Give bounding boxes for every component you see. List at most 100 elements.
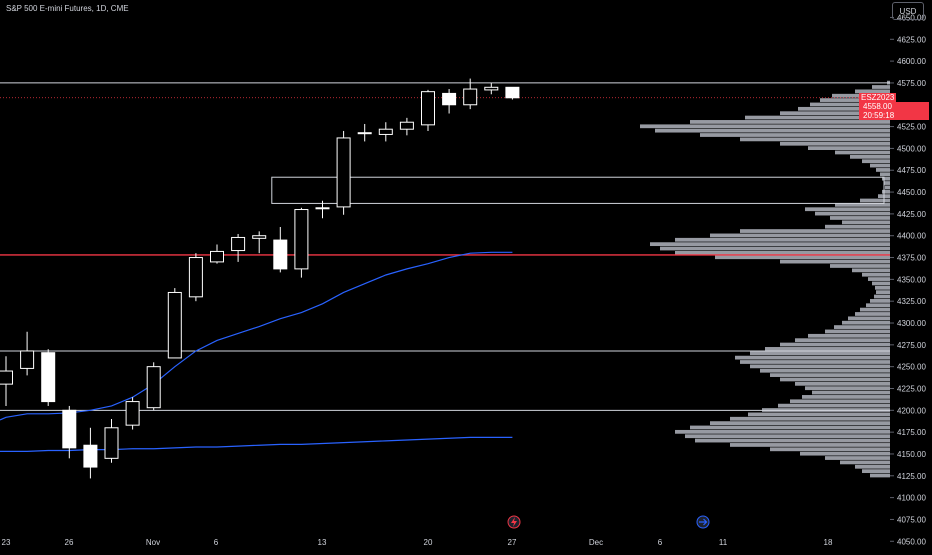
candle[interactable]	[0, 356, 13, 406]
price-tick-label: 4325.00	[897, 297, 926, 306]
candle[interactable]	[315, 200, 330, 219]
volume-profile-bar	[876, 168, 890, 172]
price-tick-label: 4375.00	[897, 254, 926, 263]
volume-profile-bar	[808, 333, 890, 338]
time-axis-label: 23	[2, 538, 11, 547]
volume-profile-bar	[805, 386, 890, 391]
volume-profile-bar	[770, 373, 890, 377]
volume-profile-bar	[870, 299, 890, 303]
price-tick-label: 4175.00	[897, 428, 926, 437]
volume-profile-bar	[790, 399, 890, 404]
volume-profile-bar	[780, 342, 890, 347]
volume-profile-bar	[802, 395, 890, 399]
volume-profile-bar	[780, 259, 890, 264]
volume-profile-bar	[830, 216, 890, 220]
price-tick-label: 4400.00	[897, 232, 926, 241]
price-axis[interactable]: 4650.004625.004600.004575.004550.004525.…	[890, 0, 932, 550]
price-tick-label: 4225.00	[897, 384, 926, 393]
volume-profile-bar	[690, 120, 890, 124]
candle[interactable]	[273, 226, 288, 273]
volume-profile-bar	[868, 277, 890, 281]
volume-profile-bar	[700, 133, 890, 137]
price-tick-label: 4600.00	[897, 57, 926, 66]
volume-profile-bar	[882, 189, 890, 194]
price-tick-label: 4275.00	[897, 341, 926, 350]
price-tick-label: 4475.00	[897, 166, 926, 175]
arrow-glyph	[699, 518, 708, 526]
volume-profile-bar	[750, 351, 890, 356]
volume-profile-bar	[780, 141, 890, 146]
candle-body	[210, 250, 224, 263]
volume-profile-bar	[835, 150, 890, 155]
candle[interactable]	[294, 207, 309, 278]
candle[interactable]	[210, 244, 224, 264]
symbol-title[interactable]: S&P 500 E-mini Futures, 1D, CME	[6, 4, 129, 13]
candle[interactable]	[167, 288, 182, 359]
volume-profile-bar	[872, 85, 890, 89]
arrow-event-icon[interactable]	[696, 515, 710, 529]
time-axis-label: Dec	[589, 538, 603, 547]
candle[interactable]	[421, 89, 435, 131]
candle[interactable]	[62, 405, 77, 459]
candle[interactable]	[505, 86, 520, 100]
currency-button[interactable]: USD	[892, 2, 924, 20]
candle-body	[421, 91, 435, 126]
candle-body	[252, 235, 267, 239]
volume-profile-bar	[660, 246, 890, 251]
event-icons[interactable]	[507, 515, 710, 529]
candle-body	[146, 366, 161, 409]
volume-profile-bar	[825, 329, 890, 334]
candle[interactable]	[231, 233, 246, 262]
volume-profile-bar	[715, 255, 890, 260]
candle-body	[294, 209, 309, 270]
candle[interactable]	[41, 349, 56, 406]
volume-profile-bar	[874, 294, 890, 299]
candle[interactable]	[484, 82, 499, 95]
volume-profile-bar	[730, 416, 890, 421]
candle[interactable]	[378, 122, 393, 142]
candle[interactable]	[252, 231, 267, 254]
candle-body	[505, 86, 520, 99]
price-tick-label: 4625.00	[897, 35, 926, 44]
volume-profile-bar	[795, 381, 890, 386]
candle[interactable]	[146, 362, 161, 411]
moving-averages[interactable]	[0, 251, 513, 452]
volume-profile-bar	[834, 325, 890, 329]
candle[interactable]	[463, 78, 478, 110]
price-tick-label: 4525.00	[897, 123, 926, 132]
candle[interactable]	[336, 130, 351, 215]
candle[interactable]	[357, 123, 372, 142]
candle-body	[104, 427, 119, 459]
horizontal-levels[interactable]	[0, 82, 890, 411]
candle-body	[62, 409, 77, 449]
candle-body	[167, 291, 182, 359]
ticker-label: ESZ2023	[859, 92, 897, 102]
candlestick-series[interactable]	[0, 78, 520, 479]
sma-long-line[interactable]	[0, 436, 513, 452]
volume-profile-bar	[730, 443, 890, 447]
lightning-event-icon[interactable]	[507, 515, 521, 529]
price-tick-label: 4200.00	[897, 406, 926, 415]
candle[interactable]	[399, 117, 414, 136]
candle[interactable]	[442, 89, 457, 114]
zone-rectangle[interactable]	[271, 176, 885, 204]
time-axis[interactable]: 23 26 Nov 6 13 20 27 Dec 6 11 18	[2, 538, 833, 547]
candle[interactable]	[125, 397, 140, 430]
volume-profile-bar	[852, 268, 890, 273]
candle-body	[315, 207, 330, 210]
candle[interactable]	[104, 419, 119, 463]
volume-profile-bar	[740, 360, 890, 364]
candle[interactable]	[83, 427, 98, 479]
candle[interactable]	[20, 331, 35, 376]
volume-profile-bar	[750, 364, 890, 369]
volume-profile-bar	[800, 451, 890, 456]
volume-profile-bar	[848, 316, 890, 321]
volume-profile-bar	[710, 421, 890, 425]
sma-short-line[interactable]	[0, 251, 513, 421]
candle-body	[188, 257, 203, 298]
candle-body	[484, 86, 499, 91]
candle[interactable]	[188, 253, 203, 302]
candle-body	[463, 88, 478, 106]
